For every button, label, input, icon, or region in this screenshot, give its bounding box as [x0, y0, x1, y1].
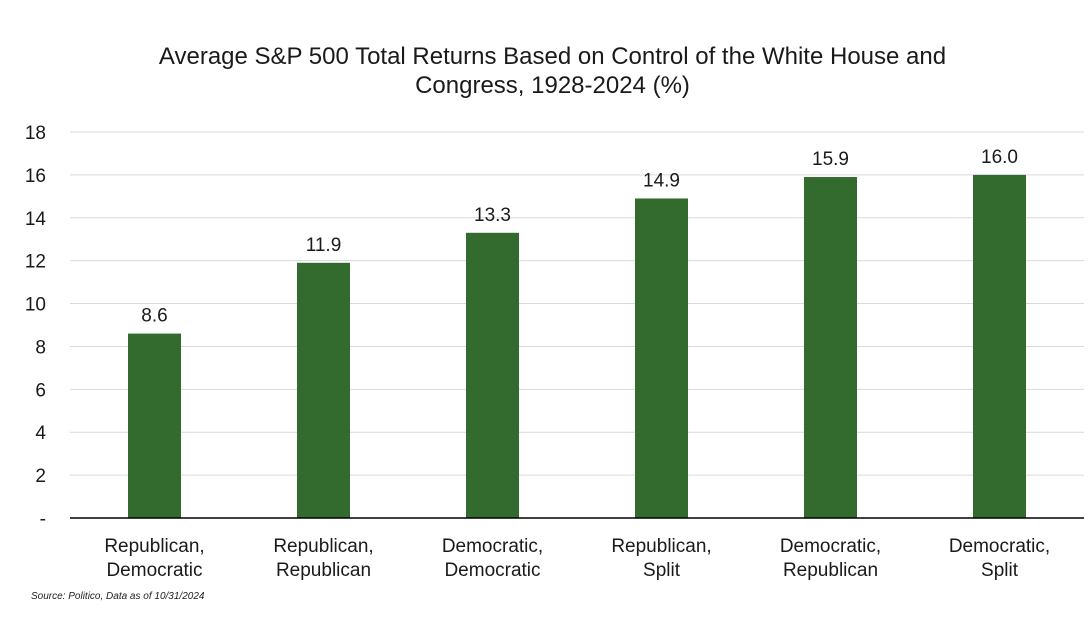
- bar: [973, 174, 1026, 518]
- data-label: 8.6: [141, 306, 167, 327]
- y-tick-label: 16: [25, 166, 46, 187]
- x-tick-label: Republican: [783, 560, 878, 581]
- x-tick-label: Democratic,: [780, 536, 881, 557]
- y-tick-label: 14: [25, 209, 47, 230]
- x-tick-label: Democratic,: [442, 536, 543, 557]
- bar: [297, 262, 350, 518]
- chart-title-line-1: Average S&P 500 Total Returns Based on C…: [158, 43, 947, 70]
- bar: [466, 232, 519, 519]
- y-tick-label: 6: [35, 380, 46, 401]
- data-label: 14.9: [643, 170, 680, 191]
- data-label: 16.0: [981, 147, 1018, 168]
- x-tick-label: Democratic: [444, 560, 540, 581]
- bar: [804, 177, 857, 519]
- x-tick-label: Split: [643, 560, 681, 581]
- data-label: 11.9: [306, 235, 342, 256]
- y-tick-label: 12: [25, 252, 46, 273]
- x-tick-label: Democratic,: [949, 536, 1050, 557]
- y-tick-label: 10: [25, 295, 46, 316]
- x-tick-label: Republican,: [104, 536, 204, 557]
- x-tick-label: Republican,: [611, 536, 711, 557]
- y-tick-label: 18: [25, 123, 46, 144]
- data-label: 13.3: [474, 205, 511, 226]
- x-tick-label: Democratic: [106, 560, 202, 581]
- chart-title-line-2: Congress, 1928-2024 (%): [415, 72, 690, 99]
- y-tick-label: -: [40, 509, 46, 530]
- chart-title: Average S&P 500 Total Returns Based on C…: [0, 42, 1090, 100]
- data-label: 15.9: [812, 149, 849, 170]
- bar: [635, 198, 688, 518]
- bar: [128, 333, 181, 518]
- y-tick-label: 4: [35, 423, 46, 444]
- x-tick-label: Split: [981, 560, 1019, 581]
- y-tick-label: 2: [35, 466, 46, 487]
- source-note: Source: Politico, Data as of 10/31/2024: [31, 591, 205, 602]
- x-tick-label: Republican: [276, 560, 371, 581]
- y-tick-label: 8: [35, 337, 46, 358]
- x-tick-label: Republican,: [273, 536, 373, 557]
